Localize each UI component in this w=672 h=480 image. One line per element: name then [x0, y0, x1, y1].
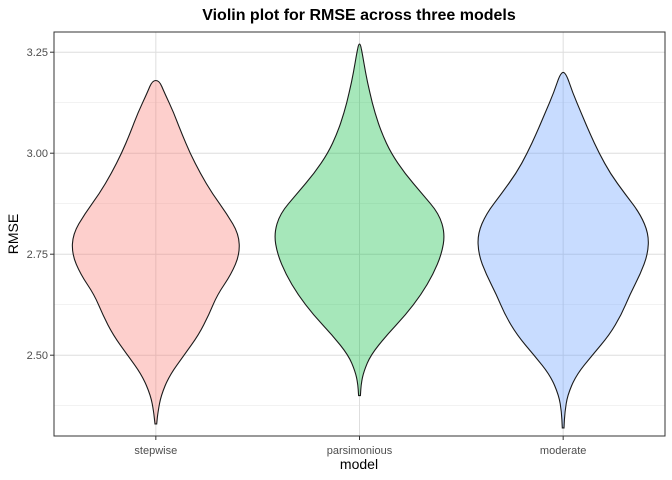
y-tick-label: 2.50	[27, 350, 48, 362]
x-tick-label: stepwise	[134, 445, 177, 457]
chart-title: Violin plot for RMSE across three models	[202, 7, 516, 24]
violin-stepwise	[71, 79, 240, 425]
y-axis-title: RMSE	[5, 214, 21, 254]
y-axis: 2.50 2.75 3.00 3.25	[27, 47, 54, 362]
y-tick-label: 2.75	[27, 249, 48, 261]
violin-layer	[71, 43, 649, 429]
x-axis: stepwise parsimonious moderate	[134, 436, 586, 457]
x-tick-label: parsimonious	[327, 445, 393, 457]
grid-layer	[54, 32, 665, 436]
y-tick-label: 3.25	[27, 47, 48, 59]
x-tick-label: moderate	[540, 445, 586, 457]
violin-parsimonious	[274, 43, 445, 397]
x-axis-title: model	[340, 456, 378, 472]
y-tick-label: 3.00	[27, 148, 48, 160]
violin-moderate	[477, 71, 649, 429]
